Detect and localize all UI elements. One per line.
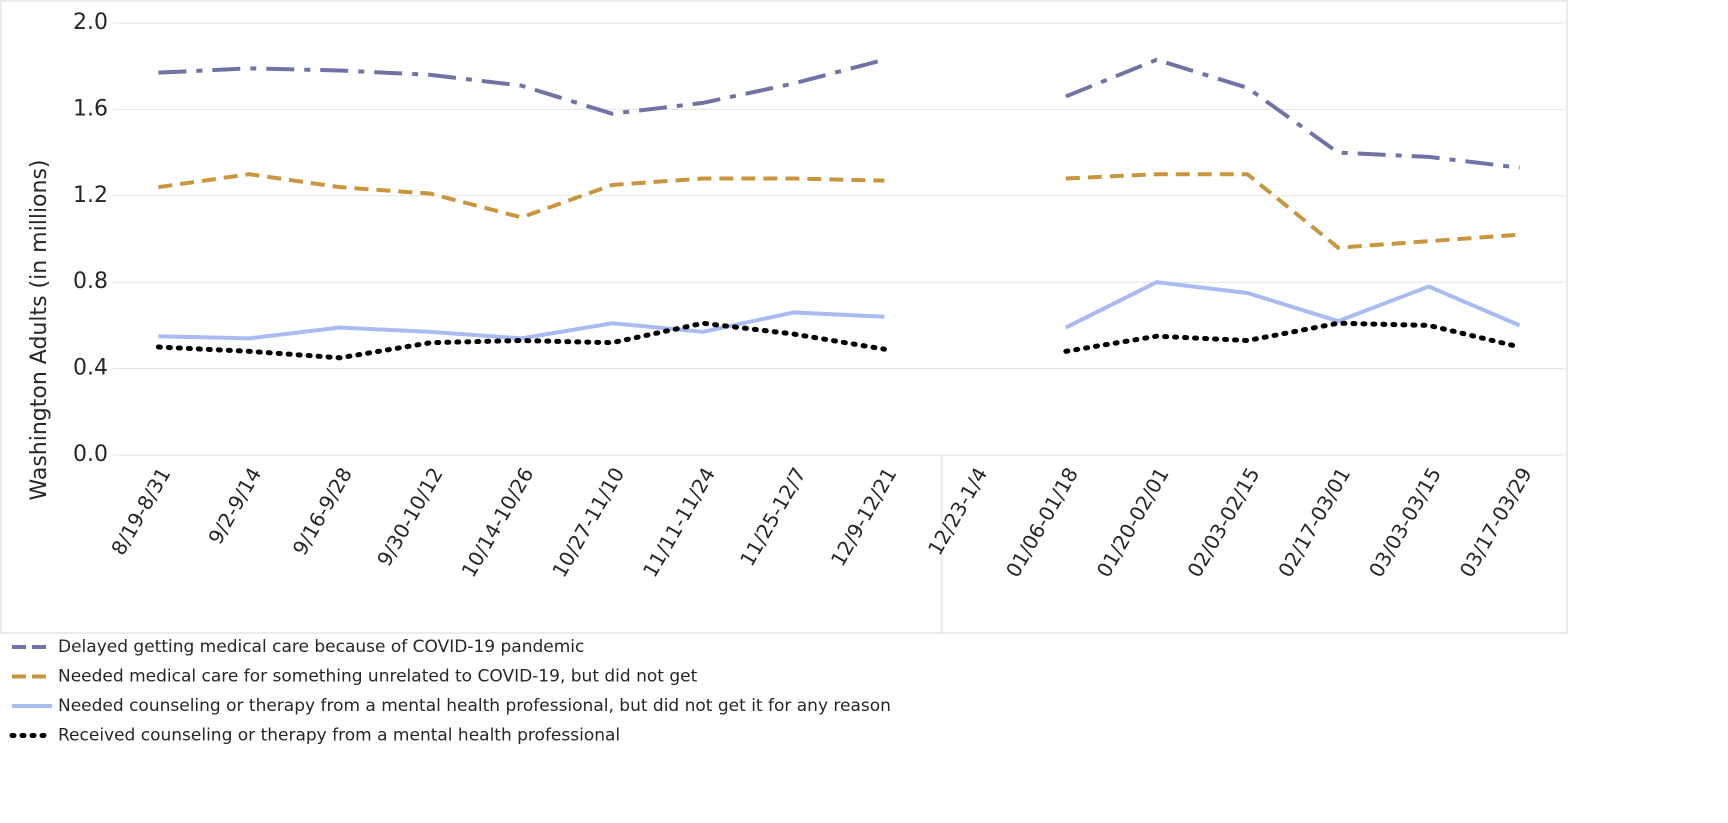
series-line (1063, 320, 1523, 354)
series-line (1065, 172, 1520, 250)
y-tick-label: 1.6 (73, 96, 108, 121)
legend-label: Needed counseling or therapy from a ment… (58, 696, 891, 716)
x-tick-label: 11/11-11/24 (638, 463, 720, 581)
x-tick-label: 9/30-10/12 (372, 463, 448, 570)
y-tick-label: 2.0 (73, 10, 108, 35)
series-line (155, 320, 887, 361)
x-tick-label: 02/03-02/15 (1182, 463, 1264, 581)
x-tick-label: 11/25-12/7 (735, 463, 811, 570)
y-tick-label: 1.2 (73, 183, 108, 208)
x-tick-label: 9/2-9/14 (203, 463, 266, 548)
x-tick-label: 12/23-1/4 (923, 463, 992, 559)
x-tick-label: 9/16-9/28 (288, 463, 357, 559)
x-tick-label: 8/19-8/31 (106, 463, 175, 559)
y-tick-label: 0.4 (73, 356, 108, 381)
x-tick-label: 02/17-03/01 (1273, 463, 1355, 581)
y-axis-title: Washington Adults (in millions) (27, 160, 52, 501)
series-line (1065, 57, 1520, 170)
series-line (158, 172, 885, 220)
x-tick-label: 01/06-01/18 (1001, 463, 1083, 581)
x-tick-label: 03/17-03/29 (1455, 463, 1537, 581)
x-tick-label: 01/20-02/01 (1092, 463, 1174, 581)
x-tick-label: 03/03-03/15 (1364, 463, 1446, 581)
y-tick-label: 0.0 (73, 442, 108, 467)
series-line (158, 310, 885, 341)
legend-label: Delayed getting medical care because of … (58, 637, 584, 657)
y-tick-label: 0.8 (73, 269, 108, 294)
legend-label: Received counseling or therapy from a me… (58, 726, 620, 746)
series-line (1064, 280, 1521, 330)
series-line (158, 57, 885, 116)
x-tick-label: 12/9-12/21 (826, 463, 902, 570)
x-tick-label: 10/14-10/26 (456, 463, 538, 581)
legend-label: Needed medical care for something unrela… (58, 667, 698, 687)
chart-frame (0, 0, 1568, 634)
x-tick-label: 10/27-11/10 (547, 463, 629, 581)
